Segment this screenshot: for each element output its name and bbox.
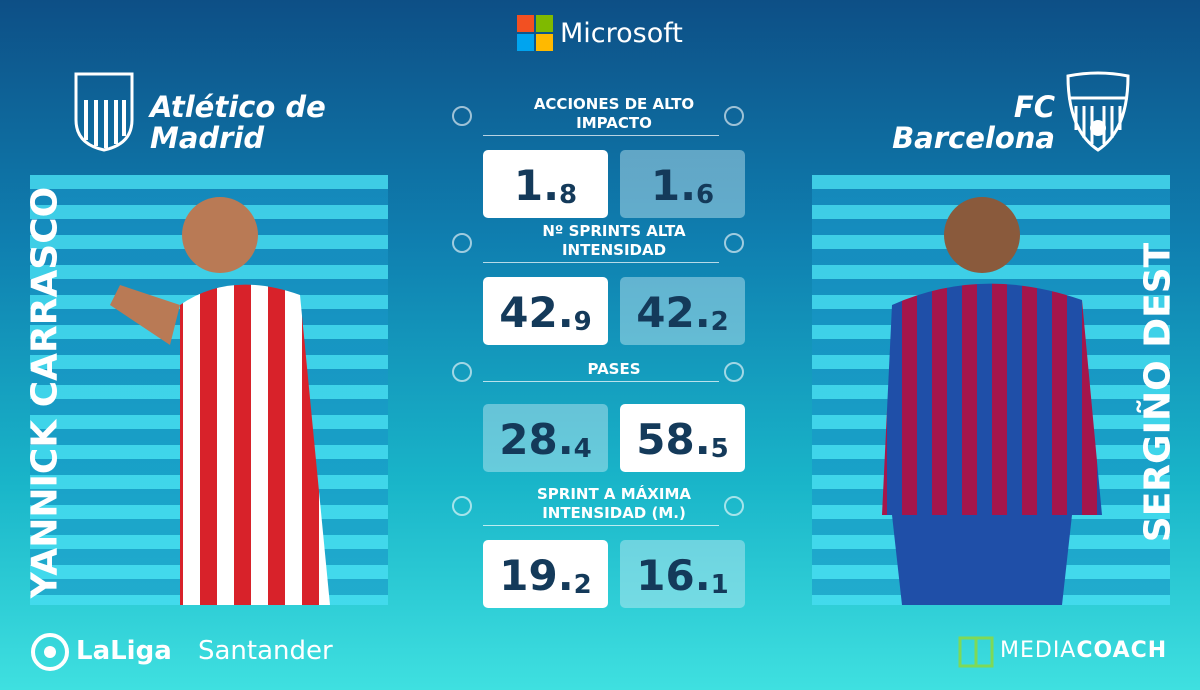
microsoft-logo [517,15,553,51]
brand: Microsoft [560,18,683,49]
barcelona-crest [1066,71,1130,152]
player-panel [812,175,1170,605]
team-name: FC Barcelona [892,90,1055,155]
league: LaLiga [76,636,172,666]
value-part: 58. [636,415,711,464]
player-name: YANNICK CARRASCO [24,186,66,599]
sponsor: Santander [198,636,333,666]
stat-label: ACCIONES DE ALTO IMPACTO [533,95,695,132]
value-part: 28. [499,415,574,464]
divider [483,135,719,136]
divider [483,381,719,382]
player-panel [30,175,388,605]
player-figure [110,197,330,605]
value-part: 42. [636,288,711,337]
stat-label: SPRINT A MÁXIMA INTENSIDAD (M.) [537,485,691,522]
ring [452,106,472,126]
ring [452,233,472,253]
provider: MEDIACOACH [1000,638,1167,663]
value-part: 16. [636,551,711,600]
divider [483,525,719,526]
stat-label: PASES [587,360,641,378]
stat-value: 1. 6 [620,150,745,218]
value-part: 2 [573,570,592,600]
divider [483,262,719,263]
value-part: 8 [559,180,578,210]
ring [724,233,744,253]
value-part: 1. [650,161,697,210]
ring [452,496,472,516]
value-part: 4 [573,434,592,464]
player-figure [882,197,1102,605]
value-part: 2 [710,307,729,337]
stat-label: Nº SPRINTS ALTA INTENSIDAD [542,222,686,259]
ring [724,361,744,382]
ring [724,496,744,516]
ring [724,106,744,126]
provider-bold: COACH [1076,638,1168,663]
player-name: SERGIÑO DEST [1137,242,1179,543]
value-part: 9 [573,307,592,337]
value-part: 5 [710,434,729,464]
value-part: 1. [513,161,560,210]
ring [452,361,472,382]
atletico-crest [74,72,134,152]
stat-value: 28. 4 [483,404,608,472]
stat-value: 42. 9 [483,277,608,345]
stat-value: 16. 1 [620,540,745,608]
value-part: 1 [710,570,729,600]
provider-light: MEDIA [1000,638,1077,663]
stat-value: 58. 5 [620,404,745,472]
laliga-logo [31,633,69,671]
stat-value: 1. 8 [483,150,608,218]
value-part: 42. [499,288,574,337]
value-part: 6 [696,180,715,210]
stat-value: 42. 2 [620,277,745,345]
stat-value: 19. 2 [483,540,608,608]
value-part: 19. [499,551,574,600]
mediacoach-logo [958,636,994,668]
team-name: Atlético de Madrid [150,90,326,155]
